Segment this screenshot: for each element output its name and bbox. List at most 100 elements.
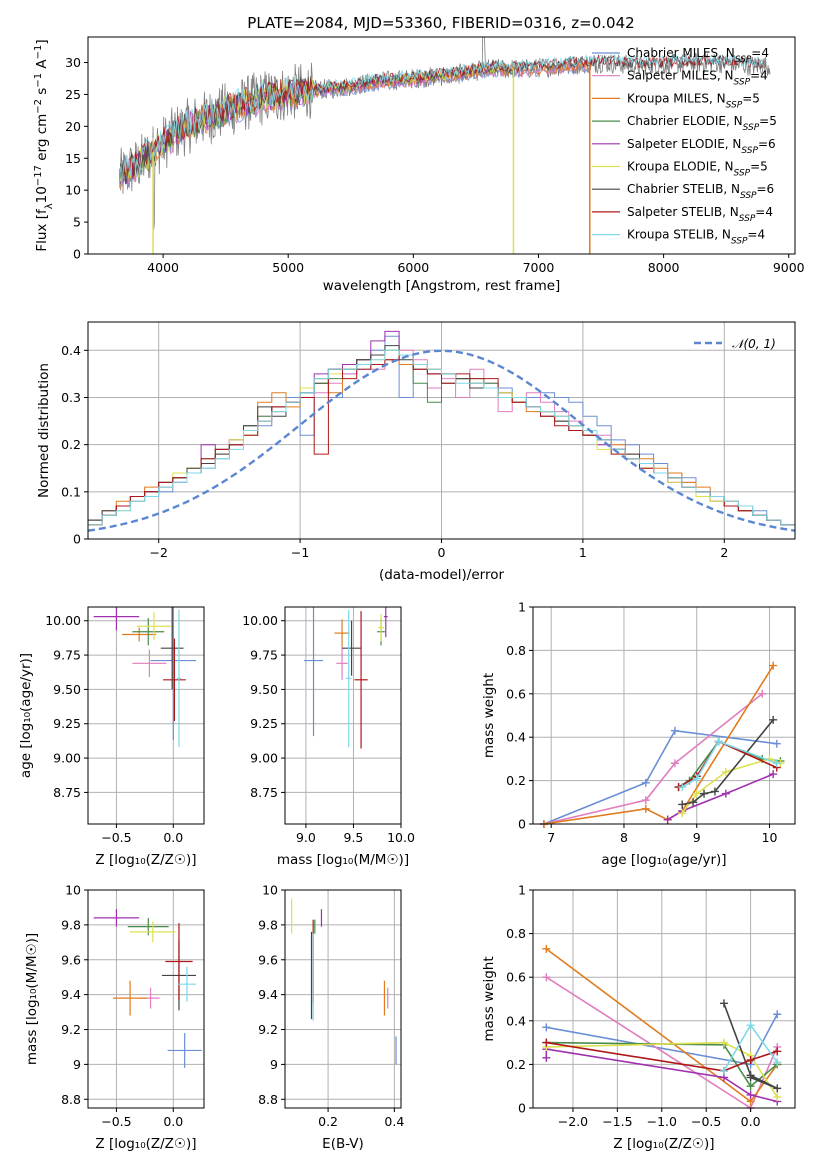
errorbar-kroupa-elodie: [378, 613, 384, 642]
data-point: [769, 770, 778, 779]
age-vs-mass-panel: 9.0 9.5 10.0 8.75 9.00 9.25 9.50 9.75 10.00 mass …: [242, 606, 415, 868]
series-kroupa-miles: [539, 661, 778, 828]
errorbar-salpeter-miles: [336, 646, 348, 680]
x-axis-label: E(B-V): [322, 1136, 364, 1152]
legend-label: Chabrier MILES, NSSP=4: [627, 46, 769, 65]
data-point: [663, 815, 672, 824]
model-line-kroupa-elodie: [120, 62, 514, 181]
x-tick-label: 9: [693, 830, 701, 845]
errorbar-kroupa-miles: [113, 980, 148, 1016]
series-line: [723, 1003, 778, 1090]
y-tick-label: 10: [65, 883, 81, 898]
legend-entry-kroupa-stelib: Kroupa STELIB, NSSP=4: [592, 228, 765, 247]
data-point: [721, 789, 730, 798]
x-tick-label: 1: [579, 545, 587, 560]
y-tick-label: 8.8: [61, 1092, 81, 1107]
y-tick-label: 9.2: [61, 1022, 81, 1037]
data-point: [700, 789, 709, 798]
legend-label: Kroupa ELODIE, NSSP=5: [627, 160, 768, 179]
data-point: [719, 1066, 728, 1075]
y-axis-label: mass weight: [481, 673, 497, 758]
data-point: [678, 809, 687, 818]
legend-label: Salpeter STELIB, NSSP=4: [627, 205, 773, 224]
data-point: [719, 999, 728, 1008]
x-tick-label: 8000: [648, 260, 680, 275]
y-tick-label: 5: [73, 215, 81, 230]
errorbar-salpeter-stelib: [163, 638, 186, 721]
x-tick-label: 0.4: [384, 1114, 404, 1129]
y-axis-label: mass [log₁₀(M/M☉)]: [24, 933, 40, 1065]
axes-frame: [87, 606, 205, 825]
y-tick-label: 8.75: [250, 785, 278, 800]
y-tick-label: 0: [518, 1101, 526, 1116]
mass-vs-z-panel: −0.5 0.0 8.8 9 9.2 9.4 9.6 9.8 10 Z [log₁₀(Z/Z☉)]…: [24, 883, 205, 1152]
series-line: [543, 693, 763, 824]
x-axis-label: Z [log₁₀(Z/Z☉)]: [95, 1136, 196, 1152]
histogram-kroupa-stelib: [88, 349, 795, 539]
data-point: [773, 1084, 782, 1093]
y-tick-label: 9.75: [250, 648, 278, 663]
x-tick-label: −2: [149, 545, 167, 560]
x-tick-label: −1.5: [602, 1114, 632, 1129]
y-tick-label: 9: [73, 1057, 81, 1072]
series-chabrier-miles: [542, 1010, 782, 1069]
data-point: [773, 1093, 782, 1102]
x-tick-label: 0.0: [741, 1114, 761, 1129]
y-tick-label: 10: [262, 883, 278, 898]
errorbar-chabrier-miles: [304, 607, 324, 737]
y-tick-label: 0.6: [506, 686, 526, 701]
y-axis-label: mass weight: [481, 956, 497, 1041]
y-tick-label: 9.00: [53, 751, 81, 766]
data-point: [670, 759, 679, 768]
legend-entry-salpeter-elodie: Salpeter ELODIE, NSSP=6: [592, 137, 776, 156]
data-point: [670, 726, 679, 735]
y-tick-label: 9.8: [61, 917, 81, 932]
series-line: [543, 729, 777, 824]
axes-frame: [284, 889, 402, 1109]
y-tick-label: 1: [518, 883, 526, 898]
errorbar-chabrier-elodie: [127, 917, 169, 936]
x-tick-label: −2.0: [558, 1114, 588, 1129]
y-tick-label: 9.75: [53, 648, 81, 663]
axes-frame: [87, 889, 205, 1109]
x-tick-label: 9.5: [344, 830, 364, 845]
y-tick-label: 20: [65, 119, 81, 134]
y-tick-label: 9: [270, 1057, 278, 1072]
mass-vs-ebv-panel: 0.2 0.4 8.8 9 9.2 9.4 9.6 9.8 10 E(B-V): [258, 883, 404, 1153]
data-point: [710, 787, 719, 796]
data-point: [746, 1056, 755, 1065]
data-point: [692, 774, 701, 783]
legend-entry-salpeter-stelib: Salpeter STELIB, NSSP=4: [592, 205, 773, 224]
errorbar-salpeter-elodie: [383, 607, 388, 638]
x-tick-label: 0: [438, 545, 446, 560]
legend-label: Salpeter ELODIE, NSSP=6: [627, 137, 776, 156]
x-tick-label: 7: [547, 830, 555, 845]
series-line: [667, 773, 774, 821]
data-point: [746, 1090, 755, 1099]
series-line: [681, 740, 778, 788]
series-line: [545, 976, 778, 1108]
y-tick-label: 9.00: [250, 751, 278, 766]
model-line-salpeter-stelib: [120, 53, 764, 181]
x-tick-label: 10.0: [387, 830, 415, 845]
data-point: [721, 767, 730, 776]
y-tick-label: 1: [518, 600, 526, 615]
legend-entry-chabrier-elodie: Chabrier ELODIE, NSSP=5: [592, 114, 777, 133]
data-point: [773, 1047, 782, 1056]
x-tick-label: 6000: [397, 260, 429, 275]
spectrum-title: PLATE=2084, MJD=53360, FIBERID=0316, z=0…: [247, 14, 634, 32]
series-chabrier-stelib: [719, 999, 782, 1093]
legend-entry-chabrier-miles: Chabrier MILES, NSSP=4: [592, 46, 769, 65]
x-axis-label: Z [log₁₀(Z/Z☉)]: [95, 852, 196, 868]
x-tick-label: 0.0: [163, 1114, 183, 1129]
legend-label: Salpeter MILES, NSSP=4: [627, 69, 768, 88]
y-tick-label: 0.4: [506, 730, 526, 745]
y-tick-label: 9.4: [61, 987, 81, 1002]
data-point: [692, 789, 701, 798]
data-point: [773, 1010, 782, 1019]
x-tick-label: 9.0: [296, 830, 316, 845]
y-tick-label: 9.4: [258, 987, 278, 1002]
y-tick-label: 0.8: [506, 643, 526, 658]
series-salpeter-elodie: [663, 770, 778, 824]
